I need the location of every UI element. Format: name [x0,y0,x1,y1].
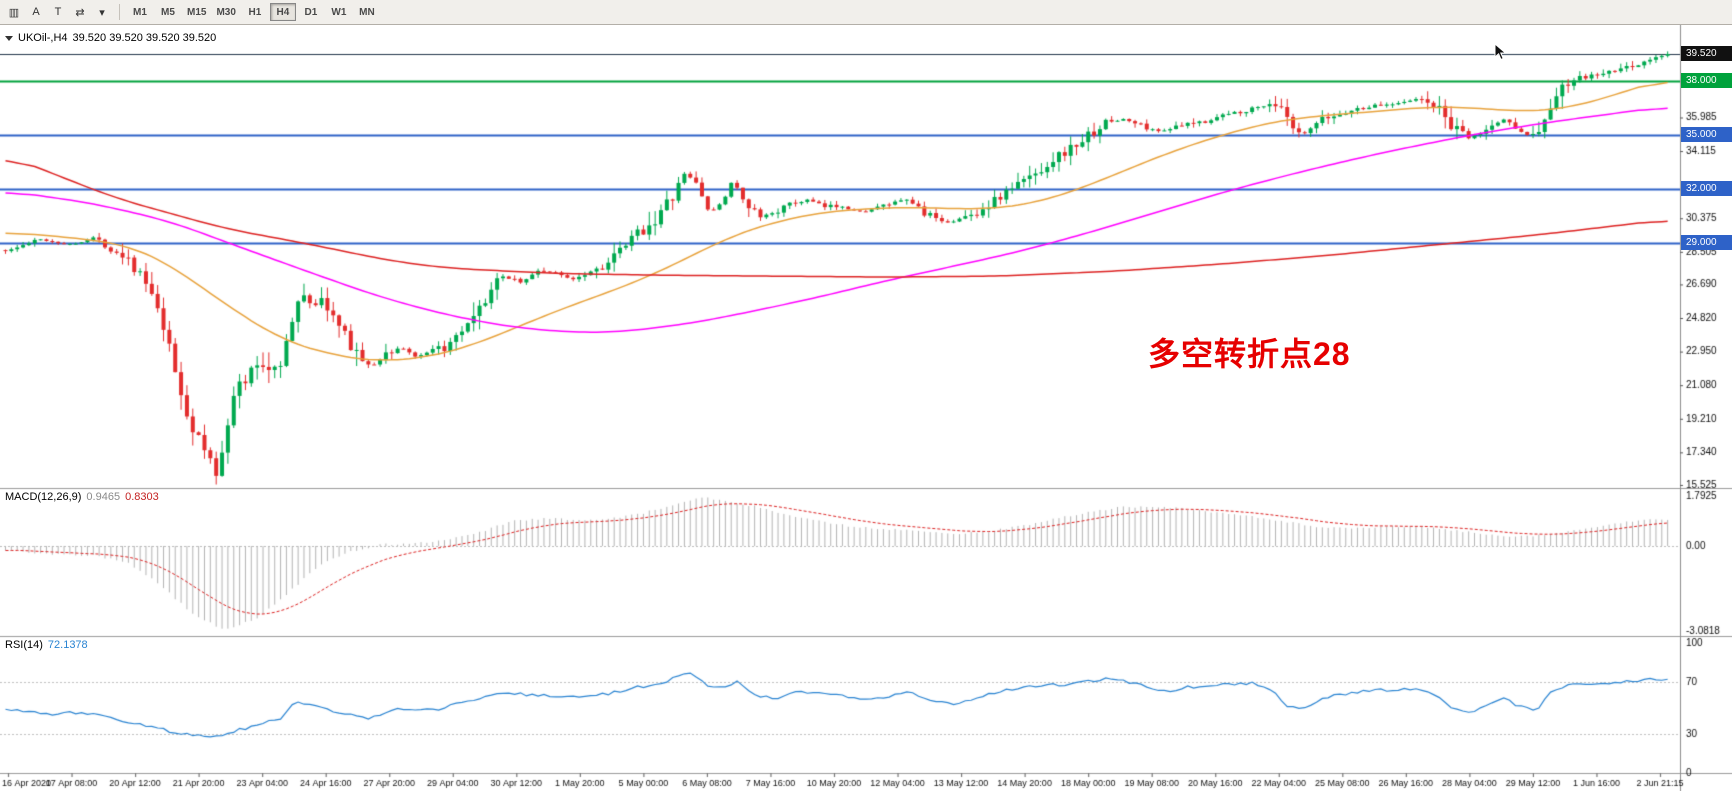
price-tag-35.000: 35.000 [1681,127,1732,143]
timeframe-mn[interactable]: MN [354,3,380,21]
timeframe-d1[interactable]: D1 [298,3,324,21]
timeframe-h1[interactable]: H1 [242,3,268,21]
symbol-dropdown-icon[interactable] [5,35,13,41]
timeframe-h4[interactable]: H4 [269,3,296,21]
toolbar: ▥ A T ⇄ ▾ M1 M5 M15 M30 H1 H4 D1 W1 MN [0,0,1732,25]
dropdown-caret-icon[interactable]: ▾ [91,2,113,22]
timeframe-m5[interactable]: M5 [155,3,181,21]
mouse-cursor-icon [1494,43,1507,61]
price-tag-32.000: 32.000 [1681,181,1732,197]
timeframe-m30[interactable]: M30 [212,3,239,21]
timeframe-w1[interactable]: W1 [326,3,352,21]
macd-signal-value: 0.8303 [125,491,159,503]
timeframe-toolbar: M1 M5 M15 M30 H1 H4 D1 W1 MN [126,3,381,21]
price-tag-38.000: 38.000 [1681,73,1732,89]
chart-window-icon[interactable]: ▥ [3,2,25,22]
rsi-value: 72.1378 [47,639,88,651]
toolbar-icons: ▥ A T ⇄ ▾ [3,2,113,22]
rsi-indicator-label: RSI(14) 72.1378 [5,639,88,651]
arrows-tool-icon[interactable]: ⇄ [69,2,91,22]
timeframe-m15[interactable]: M15 [183,3,210,21]
macd-main-value: 0.9465 [86,491,121,503]
symbol-title: UKOil-,H4 [18,32,68,44]
toolbar-separator [119,4,120,20]
cursor-tool-icon[interactable]: A [25,2,47,22]
price-chart-canvas[interactable] [0,25,1732,791]
text-tool-icon[interactable]: T [47,2,69,22]
macd-indicator-name: MACD(12,26,9) [5,491,82,503]
chart-annotation-text[interactable]: 多空转折点28 [1148,336,1351,372]
rsi-indicator-name: RSI(14) [5,639,43,651]
macd-indicator-label: MACD(12,26,9) 0.9465 0.8303 [5,491,159,503]
ohlc-values: 39.520 39.520 39.520 39.520 [72,32,217,44]
price-tag-39.520: 39.520 [1681,46,1732,61]
chart-window: UKOil-,H4 39.520 39.520 39.520 39.520 MA… [0,25,1732,791]
timeframe-m1[interactable]: M1 [127,3,153,21]
symbol-label: UKOil-,H4 39.520 39.520 39.520 39.520 [5,32,216,44]
price-tag-29.000: 29.000 [1681,234,1732,250]
